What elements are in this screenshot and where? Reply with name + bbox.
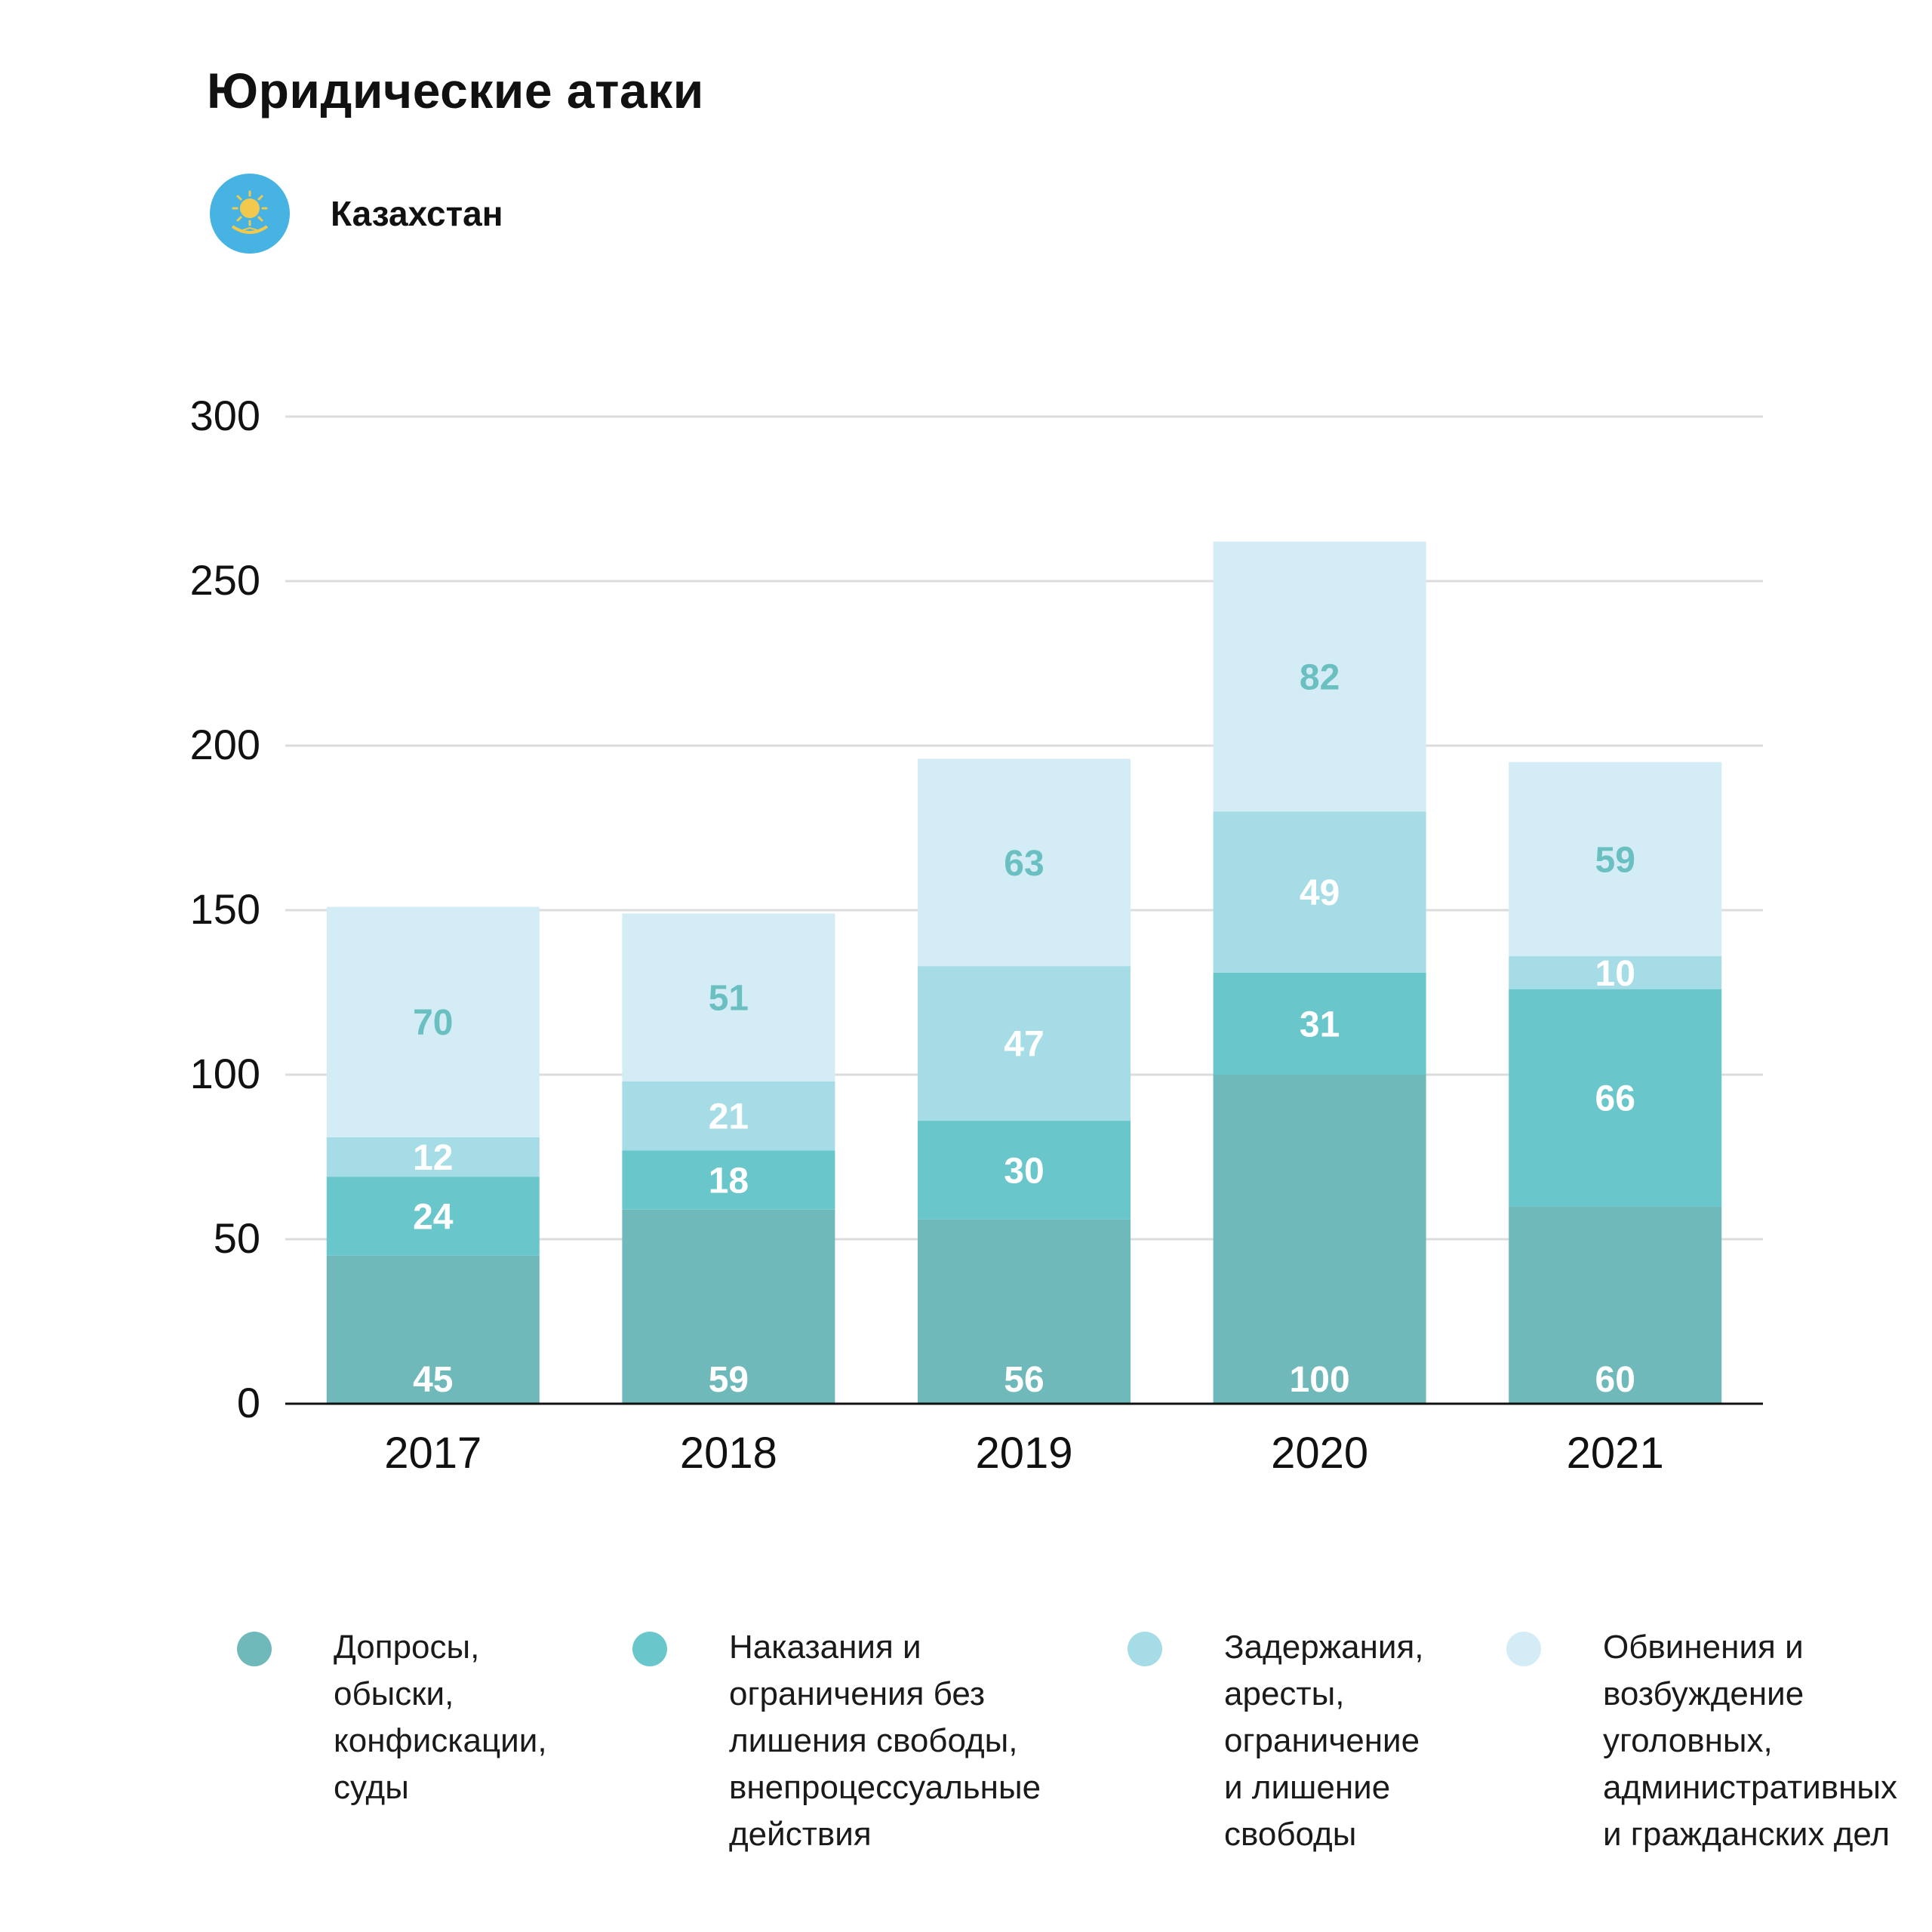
data-label: 10 — [1595, 954, 1635, 994]
data-label: 18 — [709, 1161, 749, 1201]
bar-segment — [1213, 1075, 1426, 1404]
bar-segment — [1213, 541, 1426, 812]
data-label: 31 — [1300, 1004, 1340, 1044]
bar-segment — [918, 1121, 1131, 1220]
bar-segment — [1213, 972, 1426, 1075]
x-tick-label: 2021 — [1567, 1429, 1664, 1478]
legend-item: Допросы, обыски, конфискации, суды — [237, 1624, 547, 1811]
data-label: 24 — [413, 1197, 454, 1237]
data-label: 21 — [709, 1097, 749, 1137]
kazakhstan-flag-icon — [210, 174, 290, 254]
bar-segment — [918, 1219, 1131, 1404]
bar-segment — [326, 906, 540, 1137]
data-label: 49 — [1300, 873, 1340, 913]
country-row: Казахстан — [210, 174, 503, 254]
y-tick-label: 200 — [190, 721, 260, 768]
x-tick-label: 2020 — [1271, 1429, 1368, 1478]
data-label: 60 — [1595, 1360, 1635, 1400]
data-label: 59 — [709, 1360, 749, 1400]
bar-segment — [326, 1137, 540, 1177]
data-label: 59 — [1595, 840, 1635, 880]
data-label: 70 — [413, 1003, 453, 1043]
bar-segment — [918, 966, 1131, 1121]
data-label: 100 — [1290, 1360, 1350, 1400]
bar-segment — [1509, 761, 1722, 957]
data-label: 45 — [413, 1360, 453, 1400]
bar-segment — [1509, 1206, 1722, 1404]
chart-legend: Допросы, обыски, конфискации, суды Наказа… — [0, 1624, 1932, 1866]
data-label: 30 — [1004, 1151, 1044, 1191]
bar-segment — [326, 1255, 540, 1404]
data-label: 56 — [1004, 1360, 1044, 1400]
legend-item: Обвинения и возбуждение уголовных, админ… — [1506, 1624, 1897, 1858]
y-tick-label: 0 — [237, 1379, 260, 1426]
y-tick-label: 300 — [190, 392, 260, 439]
bar-segment — [622, 1081, 835, 1151]
bar-segment — [622, 1209, 835, 1404]
data-label: 66 — [1595, 1079, 1635, 1119]
legend-label: Обвинения и возбуждение уголовных, админ… — [1603, 1629, 1898, 1853]
y-tick-label: 150 — [190, 885, 260, 933]
y-tick-label: 50 — [214, 1214, 260, 1262]
bar-segment — [622, 1150, 835, 1210]
bar-segment — [918, 758, 1131, 967]
legend-swatch — [1128, 1632, 1162, 1666]
legend-item: Задержания, аресты, ограничение и лишени… — [1128, 1624, 1424, 1858]
y-tick-label: 100 — [190, 1050, 260, 1097]
y-tick-label: 250 — [190, 556, 260, 604]
bar-segment — [1509, 956, 1722, 989]
x-tick-label: 2019 — [975, 1429, 1072, 1478]
legend-label: Допросы, обыски, конфискации, суды — [334, 1629, 547, 1806]
bar-segment — [1213, 811, 1426, 973]
bar-segment — [622, 913, 835, 1081]
x-tick-label: 2018 — [680, 1429, 777, 1478]
legend-label: Наказания и ограничения без лишения своб… — [729, 1629, 1041, 1853]
data-label: 47 — [1004, 1025, 1044, 1065]
data-label: 51 — [709, 979, 749, 1019]
data-label: 82 — [1300, 657, 1340, 697]
legend-swatch — [632, 1632, 667, 1666]
data-label: 12 — [413, 1138, 453, 1178]
stacked-bar-chart: 0 50 100 150 200 250 300 45 24 12 70 2017 59 18 21 51 20… — [190, 392, 1763, 1478]
legend-label: Задержания, аресты, ограничение и лишени… — [1224, 1629, 1424, 1853]
country-name: Казахстан — [331, 194, 503, 233]
legend-swatch — [237, 1632, 272, 1666]
legend-item: Наказания и ограничения без лишения своб… — [632, 1624, 1041, 1858]
bar-segment — [1509, 989, 1722, 1207]
x-tick-label: 2017 — [384, 1429, 481, 1478]
data-label: 63 — [1004, 844, 1044, 884]
legend-swatch — [1506, 1632, 1541, 1666]
chart-title: Юридические атаки — [207, 63, 704, 118]
bar-segment — [326, 1177, 540, 1256]
